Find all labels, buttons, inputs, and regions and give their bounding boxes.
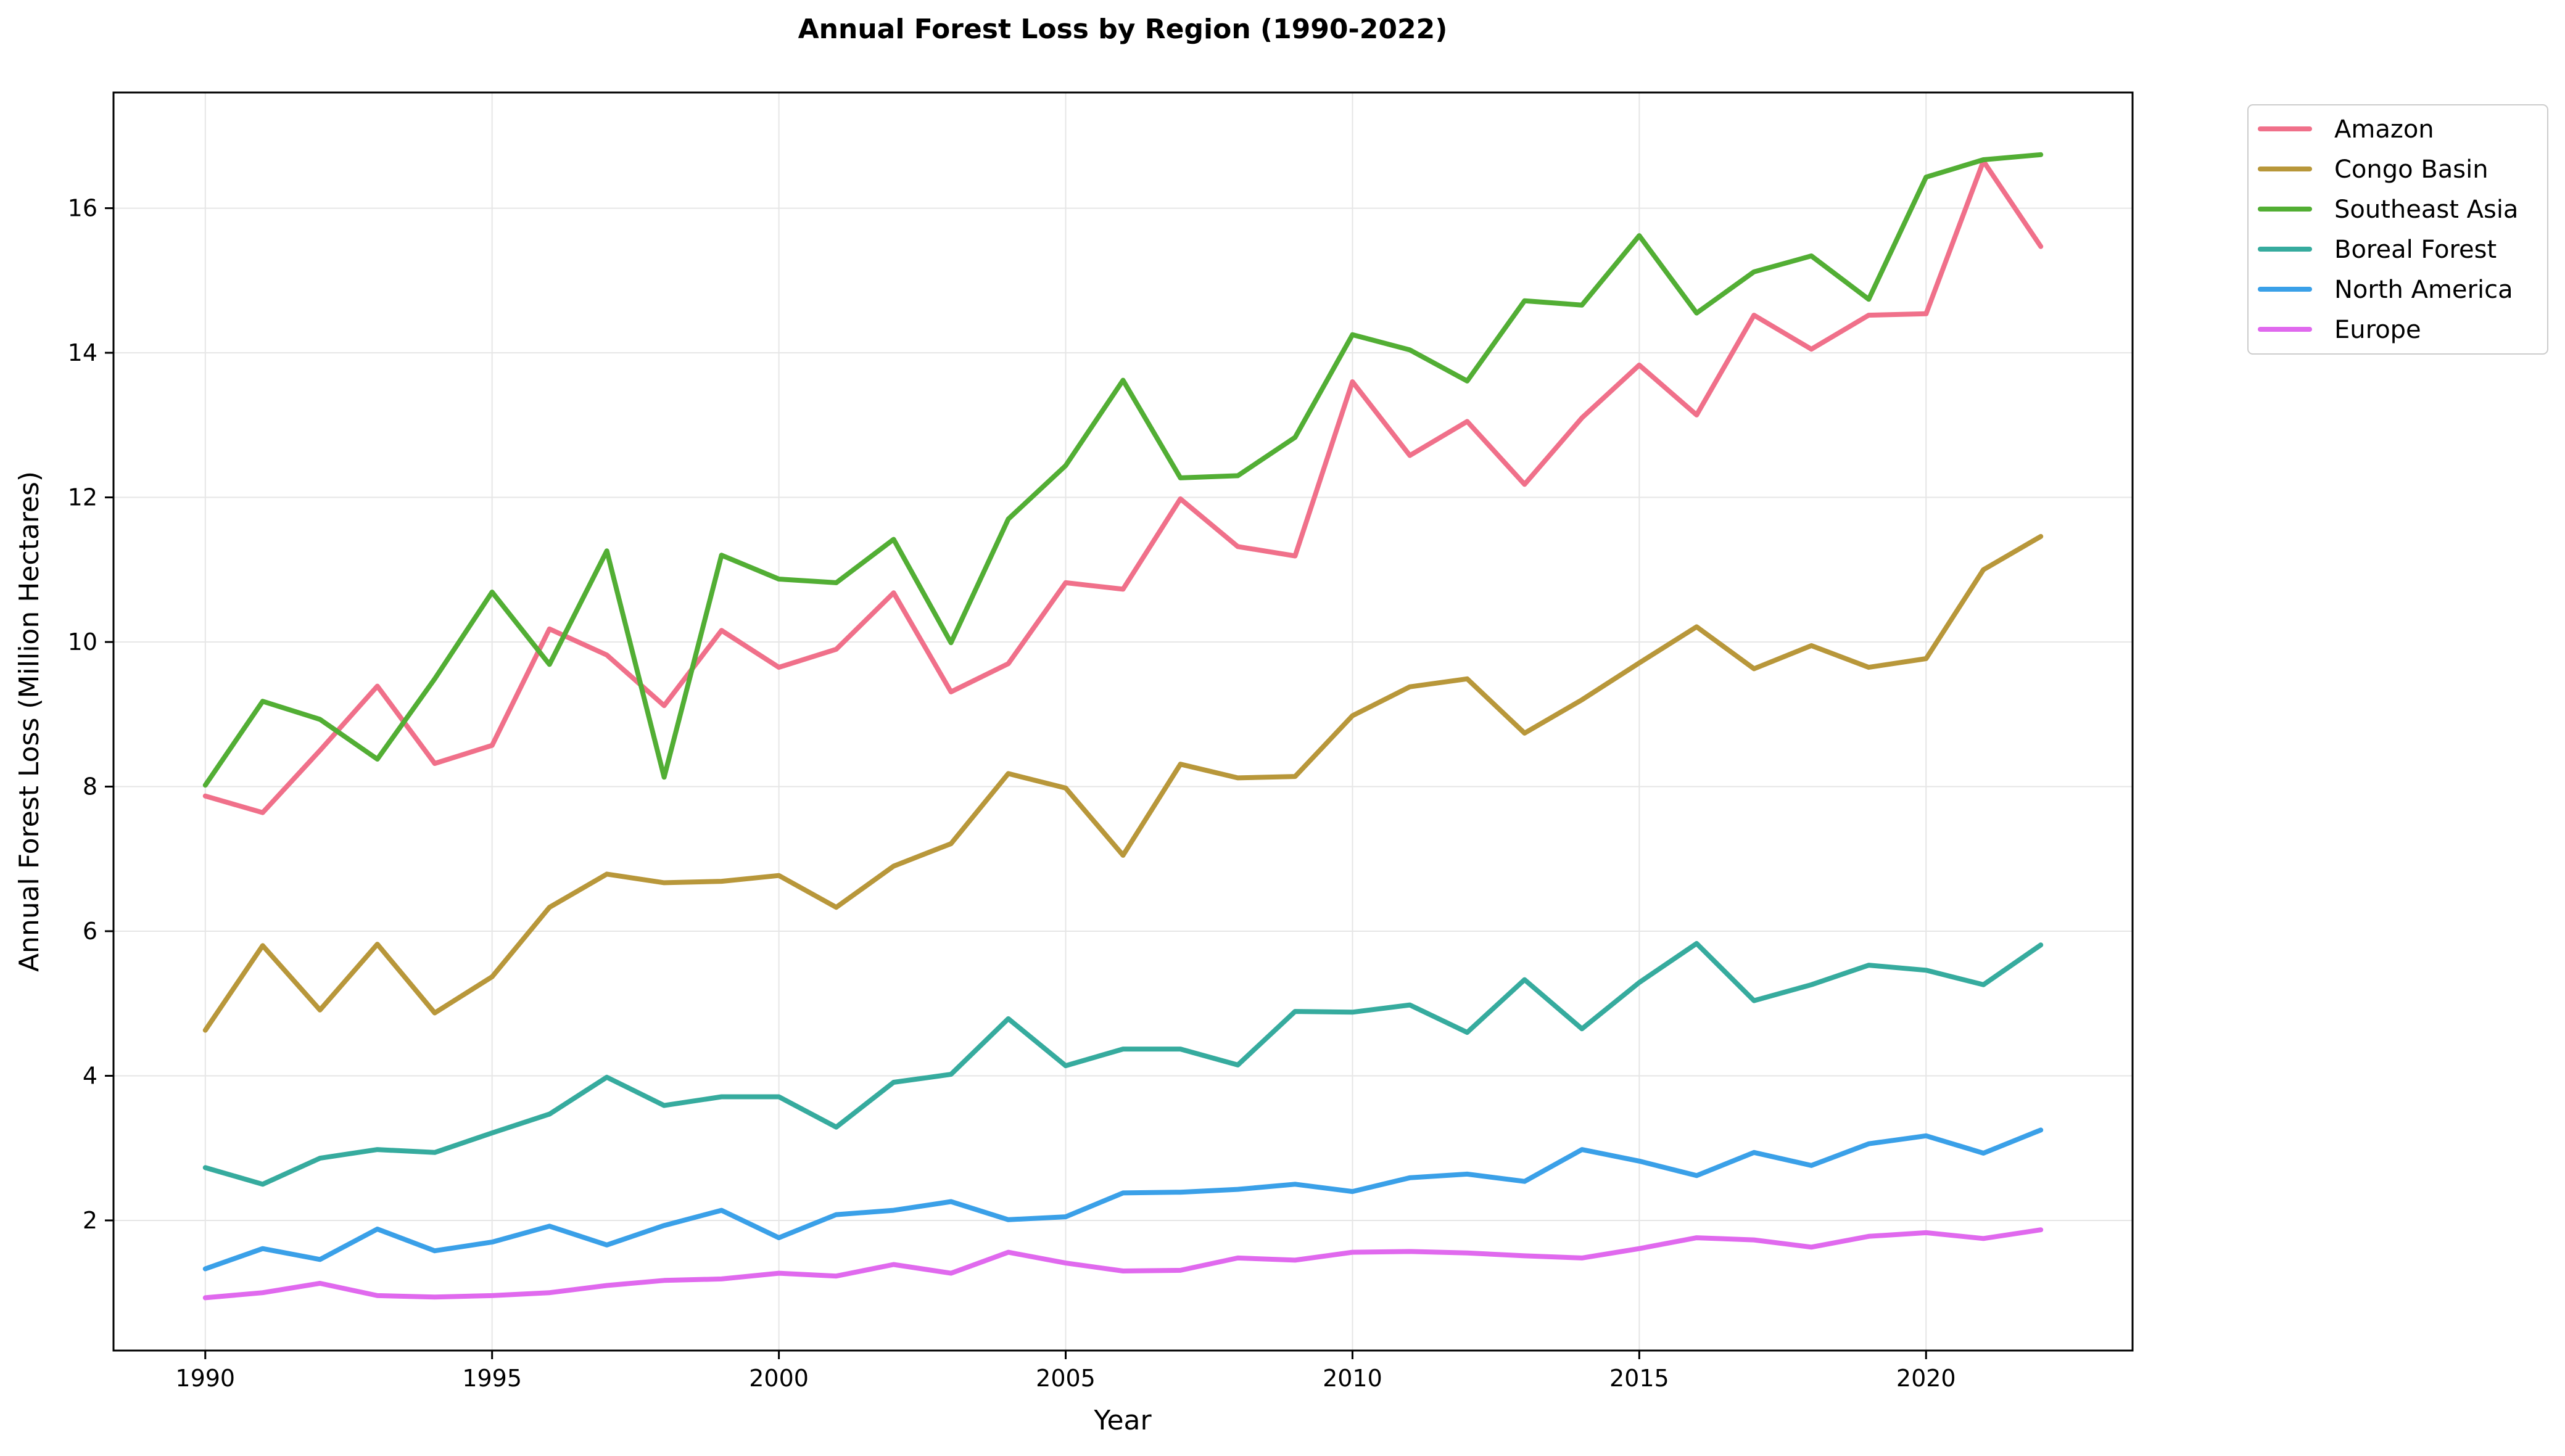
grid-layer: [114, 93, 2133, 1351]
plot-frame: [112, 91, 2134, 1352]
x-tick-label: 2020: [1896, 1365, 1956, 1392]
series-line-southeast-asia: [202, 152, 2044, 788]
legend-box: [2247, 104, 2548, 355]
y-axis-label: Annual Forest Loss (Million Hectares): [14, 471, 45, 972]
y-tick-label: 16: [68, 195, 97, 222]
series-line-congo-basin: [202, 533, 2044, 1033]
chart-title: Annual Forest Loss by Region (1990-2022): [798, 14, 1448, 45]
legend-label-north-america: North America: [2334, 276, 2513, 304]
series-layer: [202, 152, 2044, 1301]
x-tick-label: 2000: [749, 1365, 809, 1392]
y-tick-label: 10: [68, 628, 97, 656]
series-line-europe: [202, 1227, 2044, 1301]
x-tick-label: 1990: [175, 1365, 235, 1392]
series-line-amazon: [202, 158, 2044, 815]
y-tick-label: 14: [68, 339, 97, 366]
legend-label-boreal-forest: Boreal Forest: [2334, 236, 2497, 264]
x-tick-label: 2010: [1323, 1365, 1382, 1392]
y-tick-label: 6: [83, 918, 97, 945]
x-tick-label: 2015: [1609, 1365, 1669, 1392]
y-tick-label: 8: [83, 773, 97, 800]
series-line-boreal-forest: [202, 940, 2044, 1187]
legend-label-europe: Europe: [2334, 316, 2421, 344]
x-tick-label: 1995: [462, 1365, 522, 1392]
legend-label-amazon: Amazon: [2334, 115, 2434, 144]
legend-label-congo-basin: Congo Basin: [2334, 155, 2489, 184]
x-axis-label: Year: [1093, 1405, 1152, 1436]
legend: Amazon Congo Basin Southeast Asia Boreal Fo…: [2247, 104, 2548, 355]
x-tick-label: 2005: [1036, 1365, 1096, 1392]
y-tick-label: 2: [83, 1207, 97, 1234]
series-line-north-america: [202, 1127, 2044, 1272]
tick-layer: 1990 1995 2000 2005 2010 2015 2020 2 4 6 8 10 12 14 16: [68, 195, 1956, 1392]
y-tick-label: 12: [68, 484, 97, 511]
y-tick-label: 4: [83, 1062, 97, 1089]
legend-label-southeast-asia: Southeast Asia: [2334, 195, 2518, 224]
